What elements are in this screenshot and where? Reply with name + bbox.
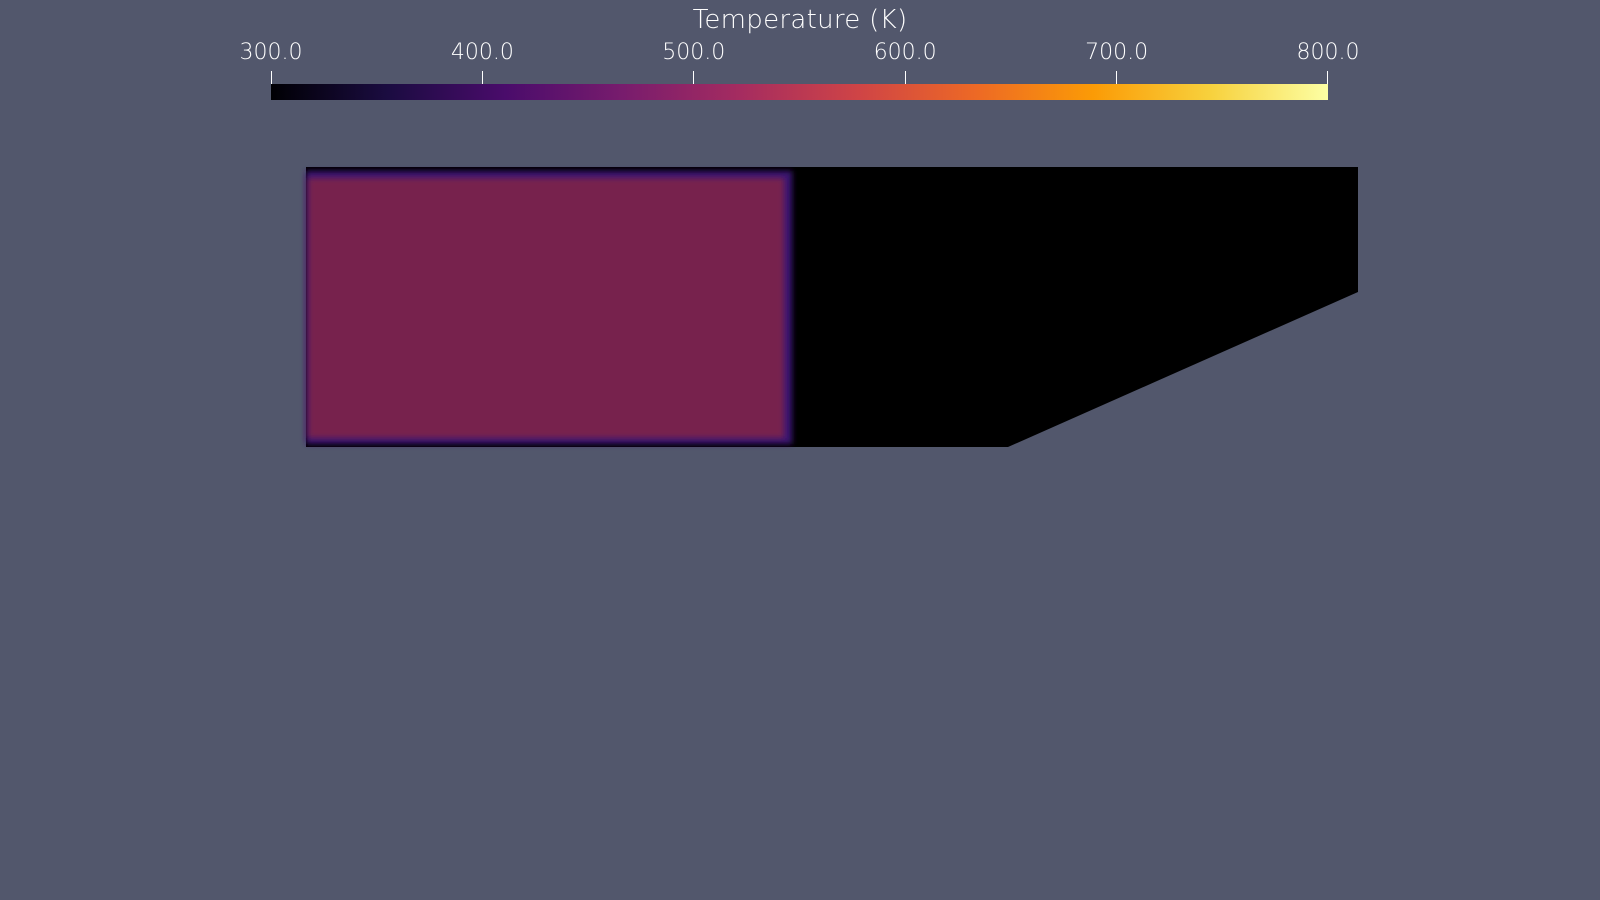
colorbar-tick-mark [271, 71, 272, 89]
colorbar-tick-label: 400.0 [450, 40, 514, 65]
colorbar-tick-mark [1327, 71, 1328, 89]
colorbar-tick-mark [693, 71, 694, 89]
colorbar-tick-mark [482, 71, 483, 89]
colorbar-tick-label: 600.0 [873, 40, 937, 65]
colorbar-gradient [271, 84, 1328, 100]
colorbar-title: Temperature (K) [692, 5, 908, 35]
colorbar-tick-mark [905, 71, 906, 89]
colorbar-tick-mark [1116, 71, 1117, 89]
colorbar-tick-label: 800.0 [1296, 40, 1360, 65]
colorbar-tick-label: 300.0 [239, 40, 303, 65]
colorbar-tick-label: 500.0 [662, 40, 726, 65]
hot-region [308, 178, 784, 438]
colorbar-tick-label: 700.0 [1085, 40, 1149, 65]
